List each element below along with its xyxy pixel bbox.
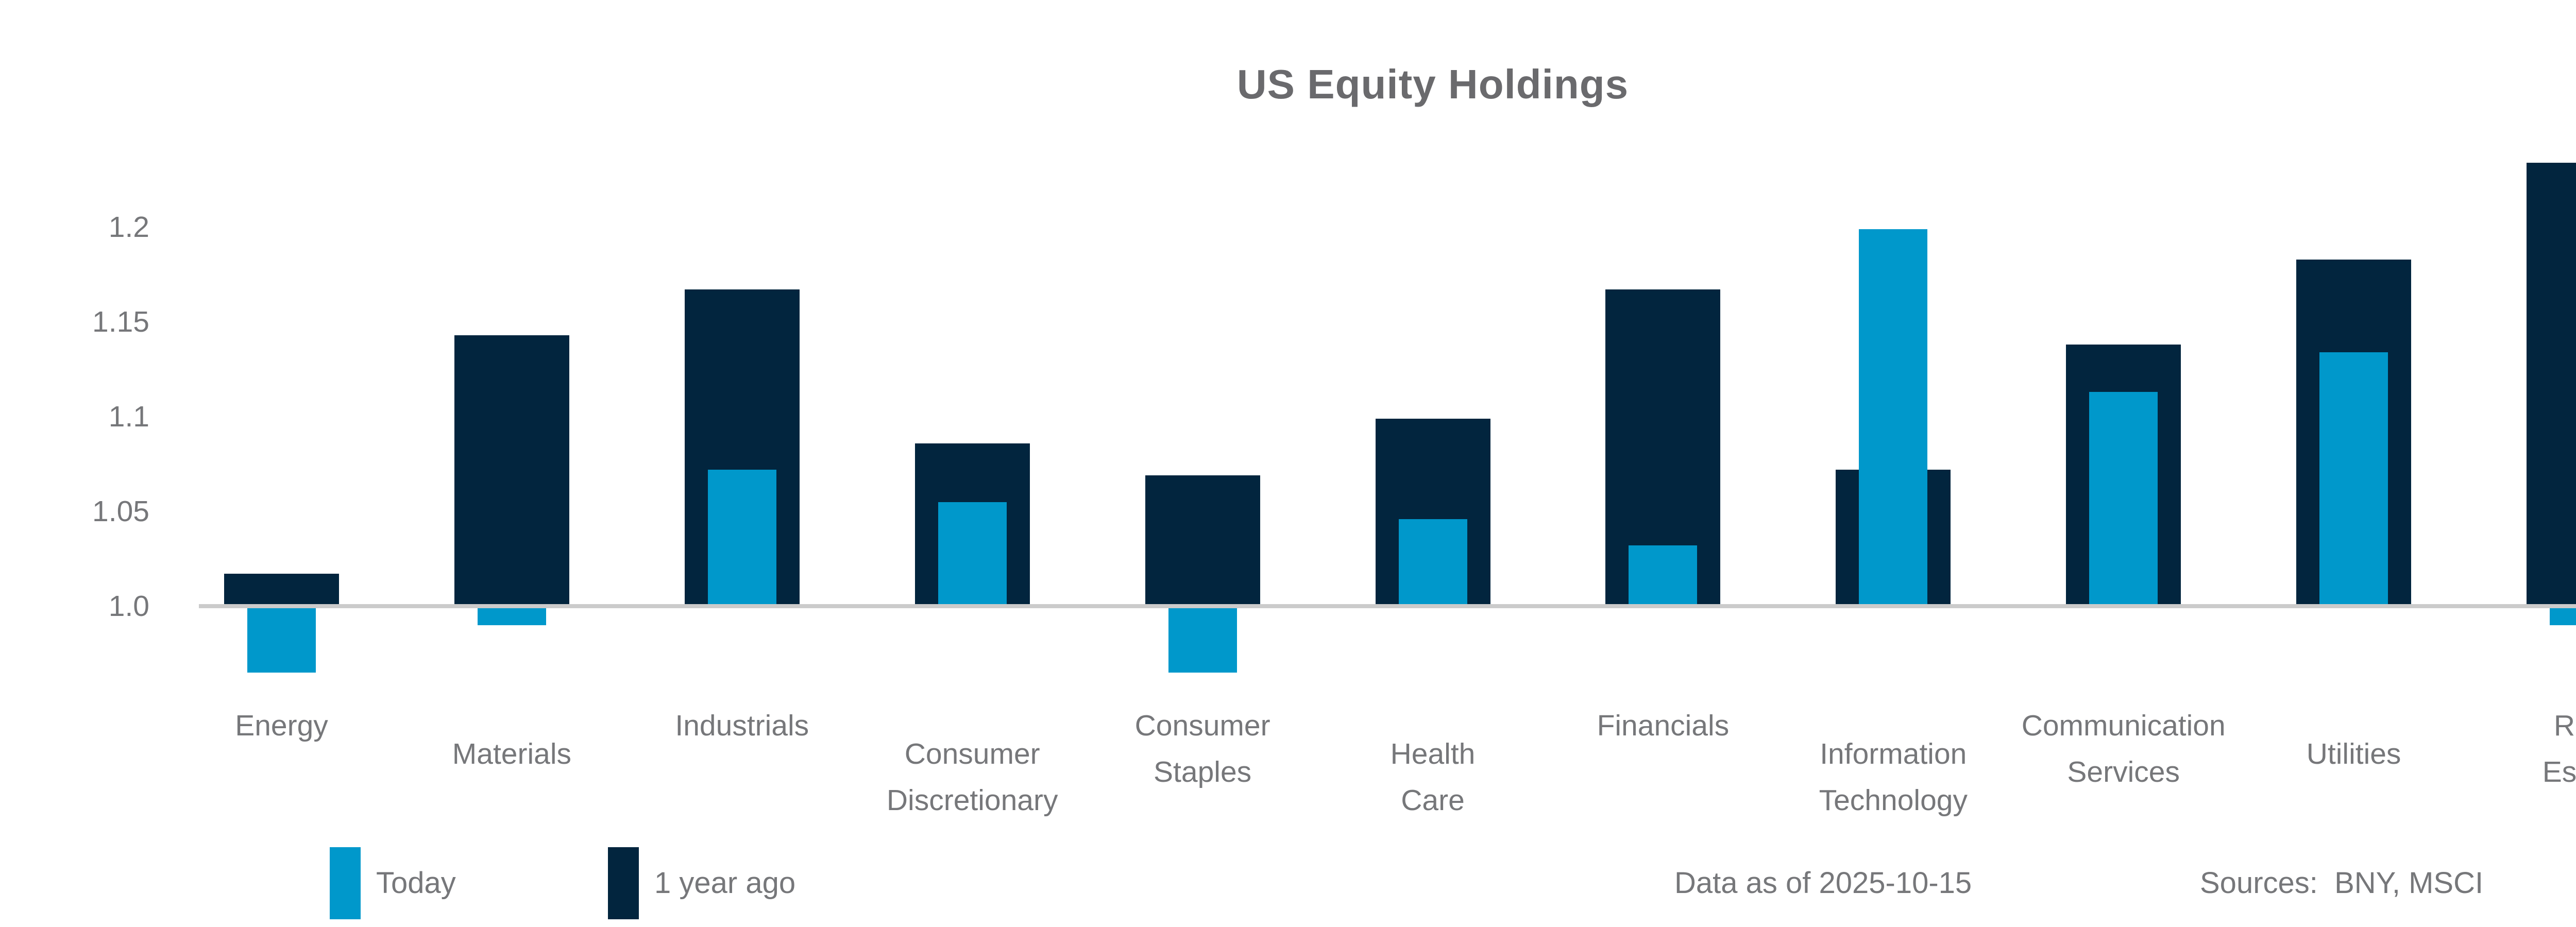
x-axis-label-line: Care [1401, 784, 1465, 817]
legend-label-today: Today [376, 866, 456, 900]
x-axis-label-consumer-staples: Consumer Staples [1135, 702, 1270, 795]
data-as-of-text: Data as of 2025-10-15 [1674, 866, 1972, 900]
bar-1-year-ago-real-estate [2527, 162, 2576, 606]
x-axis-label-line: Real [2553, 709, 2576, 742]
sources-text: Sources: BNY, MSCI [2200, 866, 2484, 900]
bar-1-year-ago-energy [224, 574, 339, 606]
x-axis-label-consumer-discretionary: Consumer Discretionary [887, 731, 1058, 823]
y-tick-label-1.2: 1.2 [108, 211, 149, 244]
bar-today-utilities [2319, 352, 2388, 606]
x-axis-label-line: Consumer [1134, 709, 1270, 742]
legend-swatch-today [330, 847, 361, 919]
bar-today-health-care [1398, 519, 1467, 606]
x-axis-label-line: Financials [1597, 709, 1730, 742]
x-axis-label-utilities: Utilities [2307, 731, 2401, 777]
bar-today-real-estate [2550, 606, 2576, 625]
x-axis-label-line: Discretionary [886, 784, 1058, 817]
x-axis-label-line: Consumer [904, 737, 1040, 770]
bar-today-industrials [707, 470, 776, 606]
x-axis-label-line: Industrials [675, 709, 809, 742]
x-axis-label-real-estate: Real Estate [2543, 702, 2576, 795]
x-axis-label-line: Health [1390, 737, 1476, 770]
x-axis-label-line: Utilities [2306, 737, 2401, 770]
x-axis-label-energy: Energy [235, 702, 328, 749]
bar-today-materials [477, 606, 546, 625]
x-axis-label-information-technology: Information Technology [1819, 731, 1968, 823]
x-axis-label-line: Estate [2542, 756, 2576, 788]
x-axis-label-financials: Financials [1597, 702, 1730, 749]
y-tick-label-1.15: 1.15 [92, 305, 149, 338]
bar-today-communication-services [2089, 392, 2158, 606]
bar-today-consumer-discretionary [938, 502, 1007, 606]
legend-label-1-year-ago: 1 year ago [654, 866, 796, 900]
x-axis-label-line: Communication [2021, 709, 2226, 742]
x-axis-label-line: Services [2067, 756, 2180, 788]
x-axis-label-line: Materials [452, 737, 572, 770]
bar-today-information-technology [1859, 229, 1928, 606]
x-axis-label-health-care: Health Care [1391, 731, 1476, 823]
legend-swatch-1-year-ago [608, 847, 639, 919]
bar-today-financials [1629, 545, 1698, 606]
bar-1-year-ago-consumer-staples [1145, 475, 1260, 606]
baseline-axis [199, 604, 2576, 608]
bar-today-consumer-staples [1168, 606, 1237, 673]
x-axis-label-line: Technology [1819, 784, 1968, 817]
y-tick-label-1.0: 1.0 [108, 590, 149, 623]
x-axis-label-communication-services: Communication Services [2022, 702, 2226, 795]
x-axis-label-line: Energy [235, 709, 328, 742]
x-axis-label-industrials: Industrials [675, 702, 809, 749]
x-axis-label-materials: Materials [452, 731, 571, 777]
bar-today-energy [247, 606, 316, 673]
y-tick-label-1.05: 1.05 [92, 495, 149, 528]
x-axis-label-line: Staples [1154, 756, 1252, 788]
y-tick-label-1.1: 1.1 [108, 400, 149, 433]
x-axis-label-line: Information [1820, 737, 1967, 770]
chart-title: US Equity Holdings [1236, 61, 1629, 107]
bar-1-year-ago-materials [454, 335, 569, 606]
